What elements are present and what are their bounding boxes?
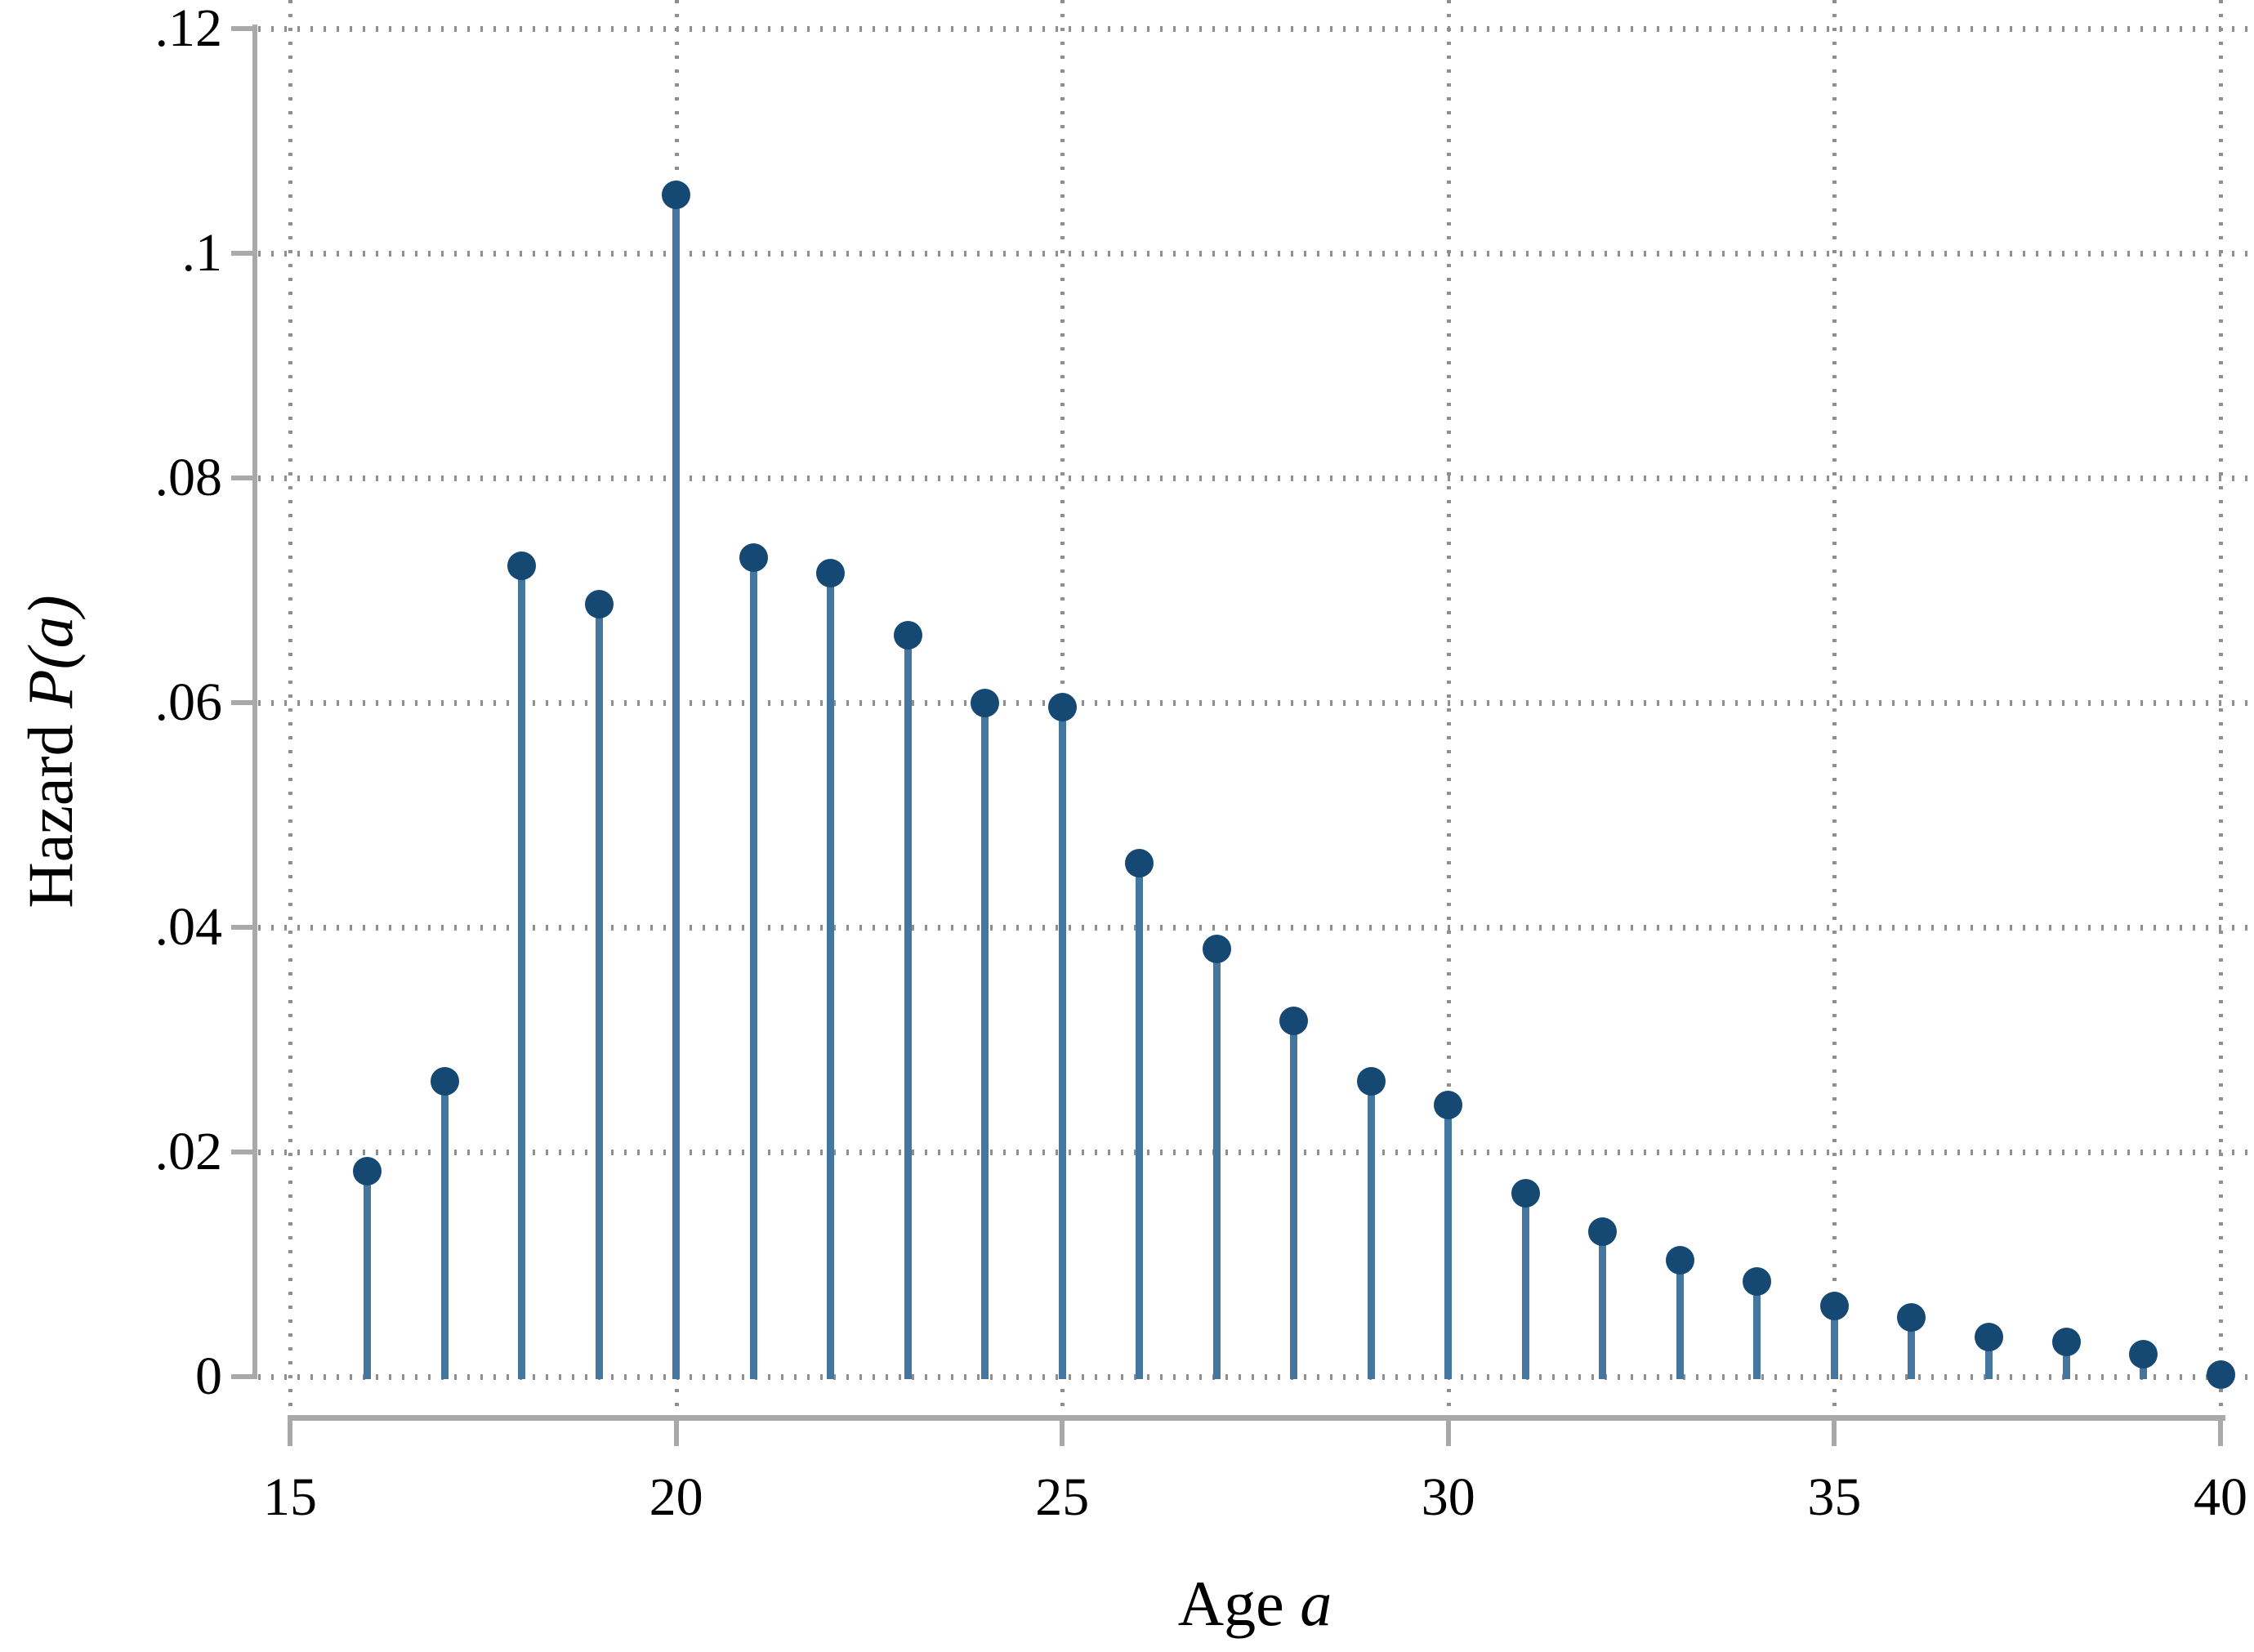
data-point-marker: [893, 621, 922, 650]
data-point-marker: [584, 589, 614, 618]
stem: [904, 635, 912, 1379]
stem: [827, 573, 835, 1379]
stem: [1136, 863, 1144, 1379]
data-point-marker: [816, 559, 846, 588]
x-tick-label: 25: [1035, 1467, 1090, 1527]
stem: [2062, 1342, 2070, 1379]
x-tick-label: 20: [649, 1467, 703, 1527]
stem: [1676, 1260, 1684, 1379]
y-tick-mark: [231, 26, 254, 31]
data-point-marker: [1743, 1266, 1772, 1296]
y-axis-title: Hazard P(a): [2, 261, 100, 1242]
data-point-marker: [507, 551, 537, 580]
y-tick-mark: [231, 925, 254, 930]
data-point-marker: [1279, 1006, 1309, 1035]
v-gridline: [1446, 0, 1451, 1407]
y-tick-label: .08: [154, 448, 223, 507]
data-point-marker: [1047, 693, 1077, 721]
data-point-marker: [1588, 1217, 1618, 1247]
stem: [1367, 1081, 1375, 1379]
x-tick-mark: [673, 1415, 679, 1446]
data-point-marker: [1974, 1323, 2003, 1352]
x-axis-title: Age a: [928, 1567, 1582, 1641]
stem: [1444, 1105, 1453, 1380]
stem: [981, 703, 989, 1379]
h-gridline: [258, 251, 2252, 257]
data-point-marker: [1511, 1179, 1540, 1208]
stem: [1212, 949, 1221, 1379]
y-tick-label: .12: [154, 0, 223, 58]
h-gridline: [258, 26, 2252, 32]
v-gridline: [2219, 0, 2223, 1407]
stem: [518, 565, 526, 1380]
y-axis-line: [252, 25, 257, 1379]
y-tick-mark: [231, 1150, 254, 1154]
v-gridline: [1832, 0, 1837, 1407]
stem: [364, 1171, 371, 1379]
y-axis-title-text: Hazard: [15, 708, 86, 909]
data-point-marker: [430, 1066, 459, 1096]
x-tick-mark: [288, 1415, 292, 1446]
data-point-marker: [1665, 1245, 1694, 1275]
stem: [1599, 1231, 1607, 1379]
x-tick-mark: [1060, 1415, 1065, 1446]
y-tick-mark: [231, 251, 254, 256]
data-point-marker: [1819, 1291, 1849, 1320]
data-point-marker: [2129, 1340, 2158, 1368]
data-point-marker: [1897, 1302, 1926, 1332]
stem: [1058, 707, 1066, 1379]
stem: [1984, 1337, 1993, 1379]
data-point-marker: [353, 1156, 382, 1185]
data-point-marker: [1202, 934, 1231, 963]
y-tick-label: 0: [195, 1346, 222, 1406]
x-axis-title-text: Age: [1177, 1568, 1301, 1639]
x-tick-label: 35: [1807, 1467, 1862, 1527]
y-tick-label: .04: [154, 897, 223, 957]
data-point-marker: [1356, 1066, 1386, 1096]
x-axis-line: [288, 1415, 2225, 1421]
stem: [1908, 1317, 1916, 1379]
h-gridline: [258, 925, 2252, 931]
stem: [595, 604, 603, 1379]
stem: [1290, 1020, 1298, 1379]
x-tick-label: 40: [2194, 1467, 2247, 1527]
x-tick-mark: [1832, 1415, 1837, 1446]
data-point-marker: [662, 181, 691, 209]
y-tick-mark: [231, 1374, 254, 1379]
y-tick-mark: [231, 476, 254, 480]
x-tick-label: 30: [1421, 1467, 1475, 1527]
data-point-marker: [739, 543, 768, 573]
x-tick-label: 15: [263, 1467, 317, 1527]
stem: [672, 194, 681, 1379]
y-axis-title-italic: P(a): [15, 595, 86, 708]
y-tick-label: .02: [154, 1122, 223, 1181]
data-point-marker: [1125, 849, 1154, 878]
data-point-marker: [1434, 1090, 1463, 1119]
stem: [1830, 1306, 1838, 1379]
h-gridline: [258, 1150, 2252, 1155]
stem: [1521, 1193, 1529, 1379]
y-tick-label: .1: [181, 223, 223, 283]
x-tick-mark: [1445, 1415, 1451, 1446]
x-tick-mark: [2218, 1415, 2223, 1446]
stem: [749, 557, 757, 1379]
y-tick-label: .06: [154, 672, 223, 732]
v-gridline: [288, 0, 292, 1407]
h-gridline: [258, 476, 2252, 481]
stem: [1753, 1281, 1761, 1379]
data-point-marker: [971, 688, 1000, 717]
h-gridline: [258, 1374, 2252, 1380]
h-gridline: [258, 700, 2252, 706]
data-point-marker: [2051, 1327, 2081, 1356]
stem: [440, 1081, 449, 1379]
y-tick-mark: [231, 700, 254, 705]
x-axis-title-italic: a: [1300, 1568, 1332, 1639]
data-point-marker: [2206, 1360, 2235, 1389]
